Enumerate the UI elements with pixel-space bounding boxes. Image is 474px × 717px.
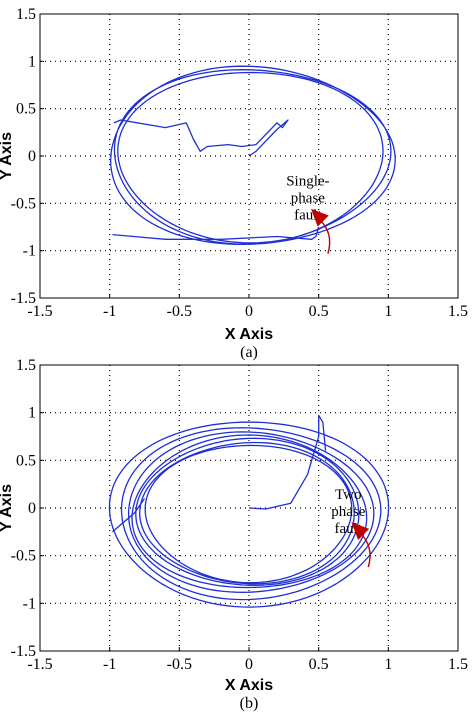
x-tick-label: 0 bbox=[245, 303, 253, 320]
x-tick-label: -1 bbox=[103, 303, 116, 320]
panel-caption: (b) bbox=[240, 695, 259, 712]
y-tick-label: 0 bbox=[28, 148, 36, 165]
series-orbit-line bbox=[108, 421, 390, 608]
x-axis-label: X Axis bbox=[225, 677, 273, 694]
x-tick-label: -0.5 bbox=[167, 303, 192, 320]
x-tick-label: 1.5 bbox=[448, 656, 468, 673]
y-axis-label: Y Axis bbox=[0, 484, 15, 532]
y-tick-label: 1.5 bbox=[16, 357, 36, 374]
x-tick-label: 1 bbox=[384, 656, 392, 673]
x-tick-label: 1.5 bbox=[448, 303, 468, 320]
x-tick-label: 1 bbox=[384, 303, 392, 320]
series-orbit-line bbox=[110, 65, 396, 246]
y-tick-label: -1 bbox=[23, 243, 36, 260]
y-tick-label: -1.5 bbox=[11, 290, 36, 307]
annotation-label: Two bbox=[335, 487, 361, 503]
x-axis-label: X Axis bbox=[225, 326, 273, 343]
y-tick-label: 1 bbox=[28, 53, 36, 70]
x-tick-label: -0.5 bbox=[167, 656, 192, 673]
series-trajectory-line bbox=[112, 498, 146, 533]
y-tick-label: -0.5 bbox=[11, 548, 36, 565]
y-axis-label: Y Axis bbox=[0, 132, 15, 180]
chart-panel-b: -1.5 -1 -0.5 0 0.5 1 1.5 1.5 1 0.5 0 -0.5 -1 -1.5 X Ax… bbox=[0, 357, 468, 712]
annotation-label: phase bbox=[291, 191, 325, 207]
annotation-label: Single- bbox=[286, 174, 329, 190]
x-tick-label: 0.5 bbox=[309, 303, 329, 320]
series-trajectory-line bbox=[112, 226, 320, 240]
y-tick-label: -1.5 bbox=[11, 643, 36, 660]
annotation-label: phase bbox=[331, 504, 365, 520]
fault-arrow-icon bbox=[311, 208, 329, 227]
y-tick-label: 0.5 bbox=[16, 452, 36, 469]
x-tick-label: -1.5 bbox=[27, 656, 52, 673]
series-trajectory-line bbox=[248, 414, 327, 510]
series-trajectory-line bbox=[113, 119, 289, 157]
y-tick-label: 0.5 bbox=[16, 101, 36, 118]
y-tick-label: 1.5 bbox=[16, 6, 36, 23]
y-tick-label: 0 bbox=[28, 500, 36, 517]
chart-panel-a: -1.5 -1 -0.5 0 0.5 1 1.5 1.5 1 0.5 0 -0.5 -1 -1.5 X Ax… bbox=[0, 6, 468, 361]
y-tick-label: -1 bbox=[23, 595, 36, 612]
x-tick-label: -1 bbox=[103, 656, 116, 673]
fault-arrow-icon bbox=[351, 522, 370, 540]
y-tick-label: -0.5 bbox=[11, 195, 36, 212]
x-tick-label: 0.5 bbox=[309, 656, 329, 673]
y-tick-label: 1 bbox=[28, 405, 36, 422]
x-tick-label: -1.5 bbox=[27, 303, 52, 320]
x-tick-label: 0 bbox=[245, 656, 253, 673]
panel-caption: (a) bbox=[240, 344, 258, 361]
